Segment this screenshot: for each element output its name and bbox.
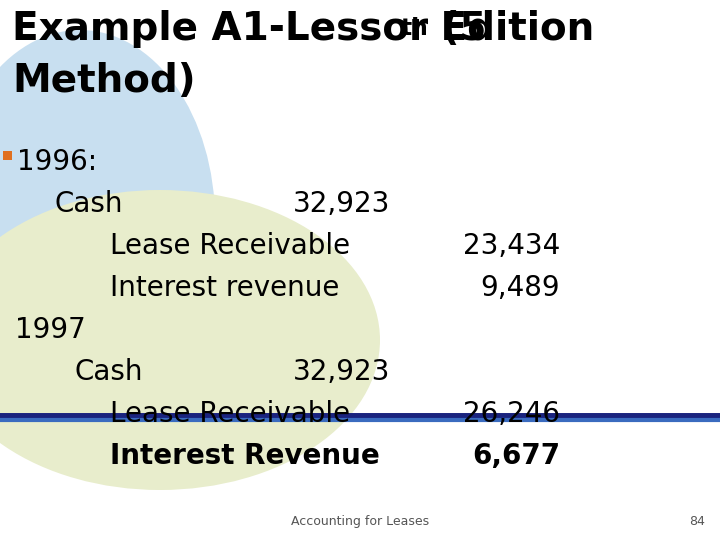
Text: Example A1-Lessor (5: Example A1-Lessor (5 [12,10,487,48]
Text: Interest revenue: Interest revenue [110,274,339,302]
Text: Cash: Cash [75,358,143,386]
Text: Interest Revenue: Interest Revenue [110,442,379,470]
Text: Method): Method) [12,62,196,100]
Text: 23,434: 23,434 [463,232,560,260]
Text: 84: 84 [689,515,705,528]
Text: 1996:: 1996: [17,148,97,176]
Ellipse shape [0,30,215,410]
Text: 1997: 1997 [15,316,86,344]
Text: 32,923: 32,923 [292,190,390,218]
Text: Lease Receivable: Lease Receivable [110,400,350,428]
Ellipse shape [0,190,380,490]
Text: Lease Receivable: Lease Receivable [110,232,350,260]
Text: 32,923: 32,923 [292,358,390,386]
Text: Edition: Edition [427,10,594,48]
Text: 9,489: 9,489 [480,274,560,302]
Text: 26,246: 26,246 [463,400,560,428]
Text: 6,677: 6,677 [472,442,560,470]
Text: Cash: Cash [55,190,124,218]
Text: th: th [401,17,429,40]
Bar [3,151,12,160]
Bar [0,0,720,416]
Text: Accounting for Leases: Accounting for Leases [291,515,429,528]
